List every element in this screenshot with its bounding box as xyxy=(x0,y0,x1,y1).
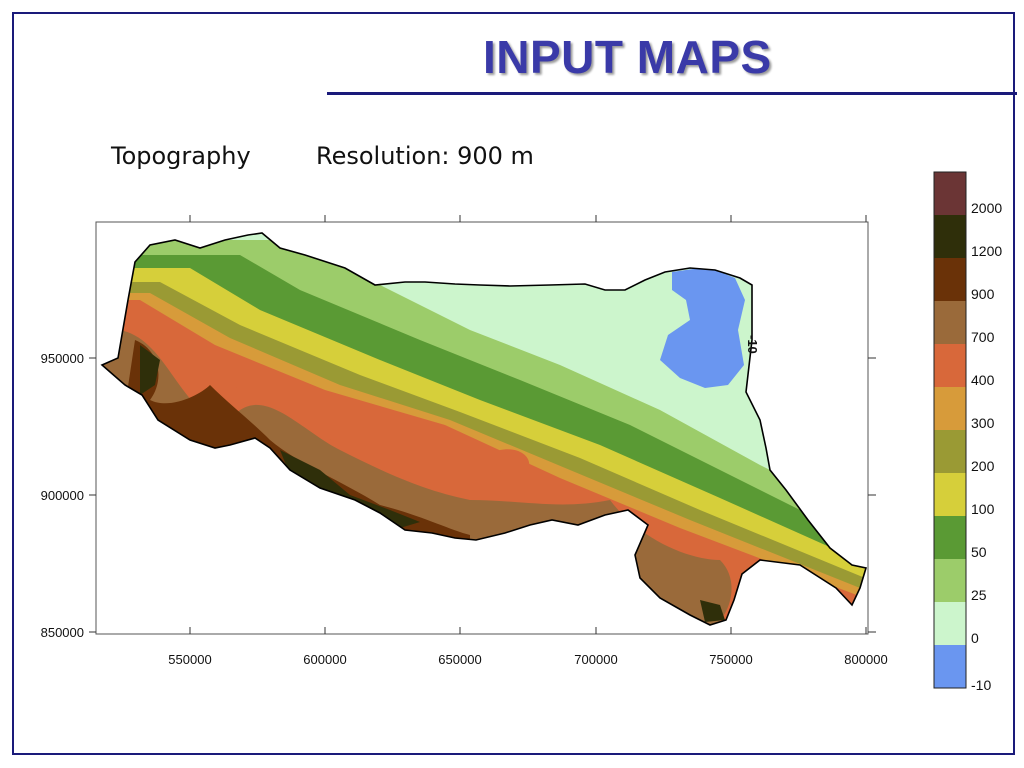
band-1200-2000-south xyxy=(700,600,725,622)
x-tick-label: 750000 xyxy=(709,652,752,667)
legend-swatch xyxy=(934,301,966,344)
legend-swatch xyxy=(934,215,966,258)
legend-frame xyxy=(933,171,967,689)
resolution-label: Resolution: 900 m xyxy=(316,142,534,170)
x-tick-label: 550000 xyxy=(168,652,211,667)
region-outline xyxy=(100,232,868,626)
legend-swatch xyxy=(934,430,966,473)
legend-swatch xyxy=(934,172,966,215)
x-tick-label: 650000 xyxy=(438,652,481,667)
y-tick-label: 950000 xyxy=(41,351,84,366)
legend-label: -10 xyxy=(971,677,991,693)
legend-label: 300 xyxy=(971,415,995,431)
slide-frame xyxy=(12,12,1015,755)
contour-label: -10 xyxy=(745,335,760,354)
band-400-700-patches xyxy=(199,348,530,478)
y-axis-ticks xyxy=(89,357,876,633)
slide-title: INPUT MAPS xyxy=(483,31,772,83)
legend-label: 400 xyxy=(971,372,995,388)
legend-swatch xyxy=(934,602,966,645)
legend-label: 100 xyxy=(971,501,995,517)
legend-swatch xyxy=(934,516,966,559)
map-name-label: Topography xyxy=(111,142,251,170)
legend-swatch xyxy=(934,258,966,301)
legend-swatch xyxy=(934,559,966,602)
legend-label: 0 xyxy=(971,630,979,646)
legend-label: 50 xyxy=(971,544,987,560)
legend-label: 900 xyxy=(971,286,995,302)
legend-label: 1200 xyxy=(971,243,1002,259)
x-tick-label: 600000 xyxy=(303,652,346,667)
x-tick-labels: 550000 600000 650000 700000 750000 80000… xyxy=(168,652,887,667)
legend-label: 25 xyxy=(971,587,987,603)
legend-swatch xyxy=(934,645,966,688)
title-divider xyxy=(327,92,1017,95)
y-tick-label: 850000 xyxy=(41,625,84,640)
y-tick-label: 900000 xyxy=(41,488,84,503)
legend-label: 200 xyxy=(971,458,995,474)
y-tick-labels: 950000 900000 850000 xyxy=(41,351,84,640)
legend-swatch xyxy=(934,473,966,516)
legend-label: 700 xyxy=(971,329,995,345)
legend-label: 2000 xyxy=(971,200,1002,216)
x-tick-label: 700000 xyxy=(574,652,617,667)
lagoon-below-sea-level xyxy=(660,268,745,388)
x-axis-ticks xyxy=(189,215,867,634)
legend-swatch xyxy=(934,387,966,430)
legend-swatch xyxy=(934,344,966,387)
elevation-legend: 2000 1200 900 700 400 300 200 100 50 25 0 -10 xyxy=(933,171,1002,693)
x-tick-label: 800000 xyxy=(844,652,887,667)
